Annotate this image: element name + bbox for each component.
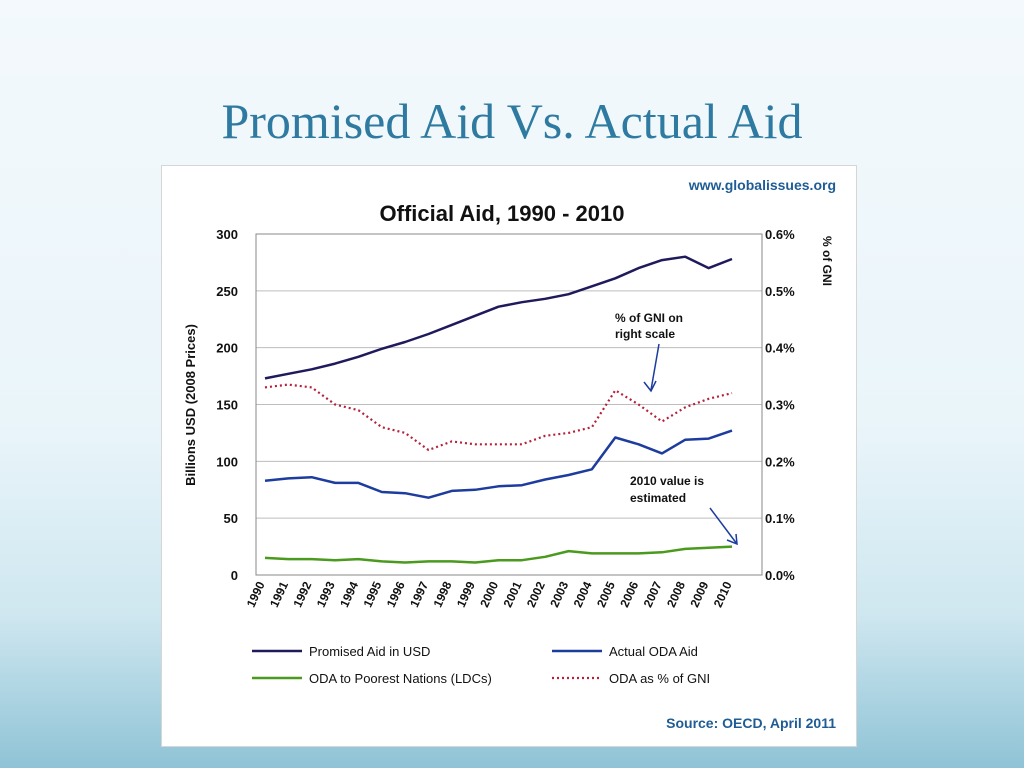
legend-label: ODA to Poorest Nations (LDCs)	[309, 671, 492, 686]
series-line	[264, 429, 733, 499]
x-tick-label: 2000	[477, 579, 501, 609]
x-tick-label: 2010	[711, 579, 735, 609]
x-tick-label: 1996	[384, 579, 408, 609]
chart-panel: www.globalissues.org Official Aid, 1990 -…	[161, 165, 857, 747]
y-tick-right: 0.0%	[765, 568, 795, 583]
annotation-text: % of GNI on	[615, 311, 683, 325]
series-line	[264, 255, 733, 380]
y-tick-right: 0.1%	[765, 511, 795, 526]
x-tick-label: 2002	[524, 579, 548, 609]
source-label: Source: OECD, April 2011	[666, 715, 836, 731]
annotation-text: estimated	[630, 491, 686, 505]
y-tick-left: 200	[216, 341, 238, 356]
y-tick-right: 0.6%	[765, 227, 795, 242]
legend-label: ODA as % of GNI	[609, 671, 710, 686]
x-tick-label: 2004	[571, 579, 595, 609]
x-tick-label: 1995	[360, 579, 384, 609]
y-tick-right: 0.5%	[765, 284, 795, 299]
annotation-text: 2010 value is	[630, 474, 704, 488]
x-tick-label: 1997	[407, 579, 431, 609]
y-tick-right: 0.3%	[765, 398, 795, 413]
aid-line-chart: www.globalissues.org Official Aid, 1990 -…	[183, 177, 836, 731]
x-tick-label: 2006	[617, 579, 641, 609]
x-tick-label: 2001	[501, 579, 525, 609]
x-tick-label: 2009	[687, 579, 711, 609]
annotation-arrow	[650, 343, 660, 391]
annotation-arrow	[709, 507, 738, 545]
x-tick-label: 1994	[337, 579, 361, 609]
slide-title: Promised Aid Vs. Actual Aid	[221, 93, 803, 149]
y-tick-left: 300	[216, 227, 238, 242]
series-line	[264, 545, 733, 564]
x-tick-label: 1993	[314, 579, 338, 609]
x-tick-label: 1998	[431, 579, 455, 609]
annotation-text: right scale	[615, 327, 675, 341]
y-tick-right: 0.4%	[765, 341, 795, 356]
x-tick-label: 2008	[664, 579, 688, 609]
annotation-arrowhead	[726, 533, 738, 546]
y-axis-label-right: % of GNI	[820, 236, 834, 286]
x-tick-label: 1999	[454, 579, 478, 609]
series-line	[264, 383, 733, 452]
x-tick-label: 1992	[290, 579, 314, 609]
legend-label: Promised Aid in USD	[309, 644, 430, 659]
x-tick-label: 2007	[641, 579, 665, 609]
annotation-arrowhead	[643, 380, 657, 393]
plot-border	[255, 233, 763, 576]
y-tick-left: 0	[231, 568, 238, 583]
y-axis-label-left: Billions USD (2008 Prices)	[183, 324, 198, 486]
y-tick-right: 0.2%	[765, 454, 795, 469]
x-tick-label: 1991	[267, 579, 291, 609]
y-tick-left: 100	[216, 454, 238, 469]
y-tick-left: 150	[216, 398, 238, 413]
legend-label: Actual ODA Aid	[609, 644, 698, 659]
x-tick-label: 2003	[547, 579, 571, 609]
chart-title: Official Aid, 1990 - 2010	[380, 201, 625, 226]
y-tick-left: 50	[224, 511, 238, 526]
x-tick-label: 1990	[244, 579, 268, 609]
y-tick-left: 250	[216, 284, 238, 299]
x-tick-label: 2005	[594, 579, 618, 609]
website-label: www.globalissues.org	[688, 177, 836, 193]
